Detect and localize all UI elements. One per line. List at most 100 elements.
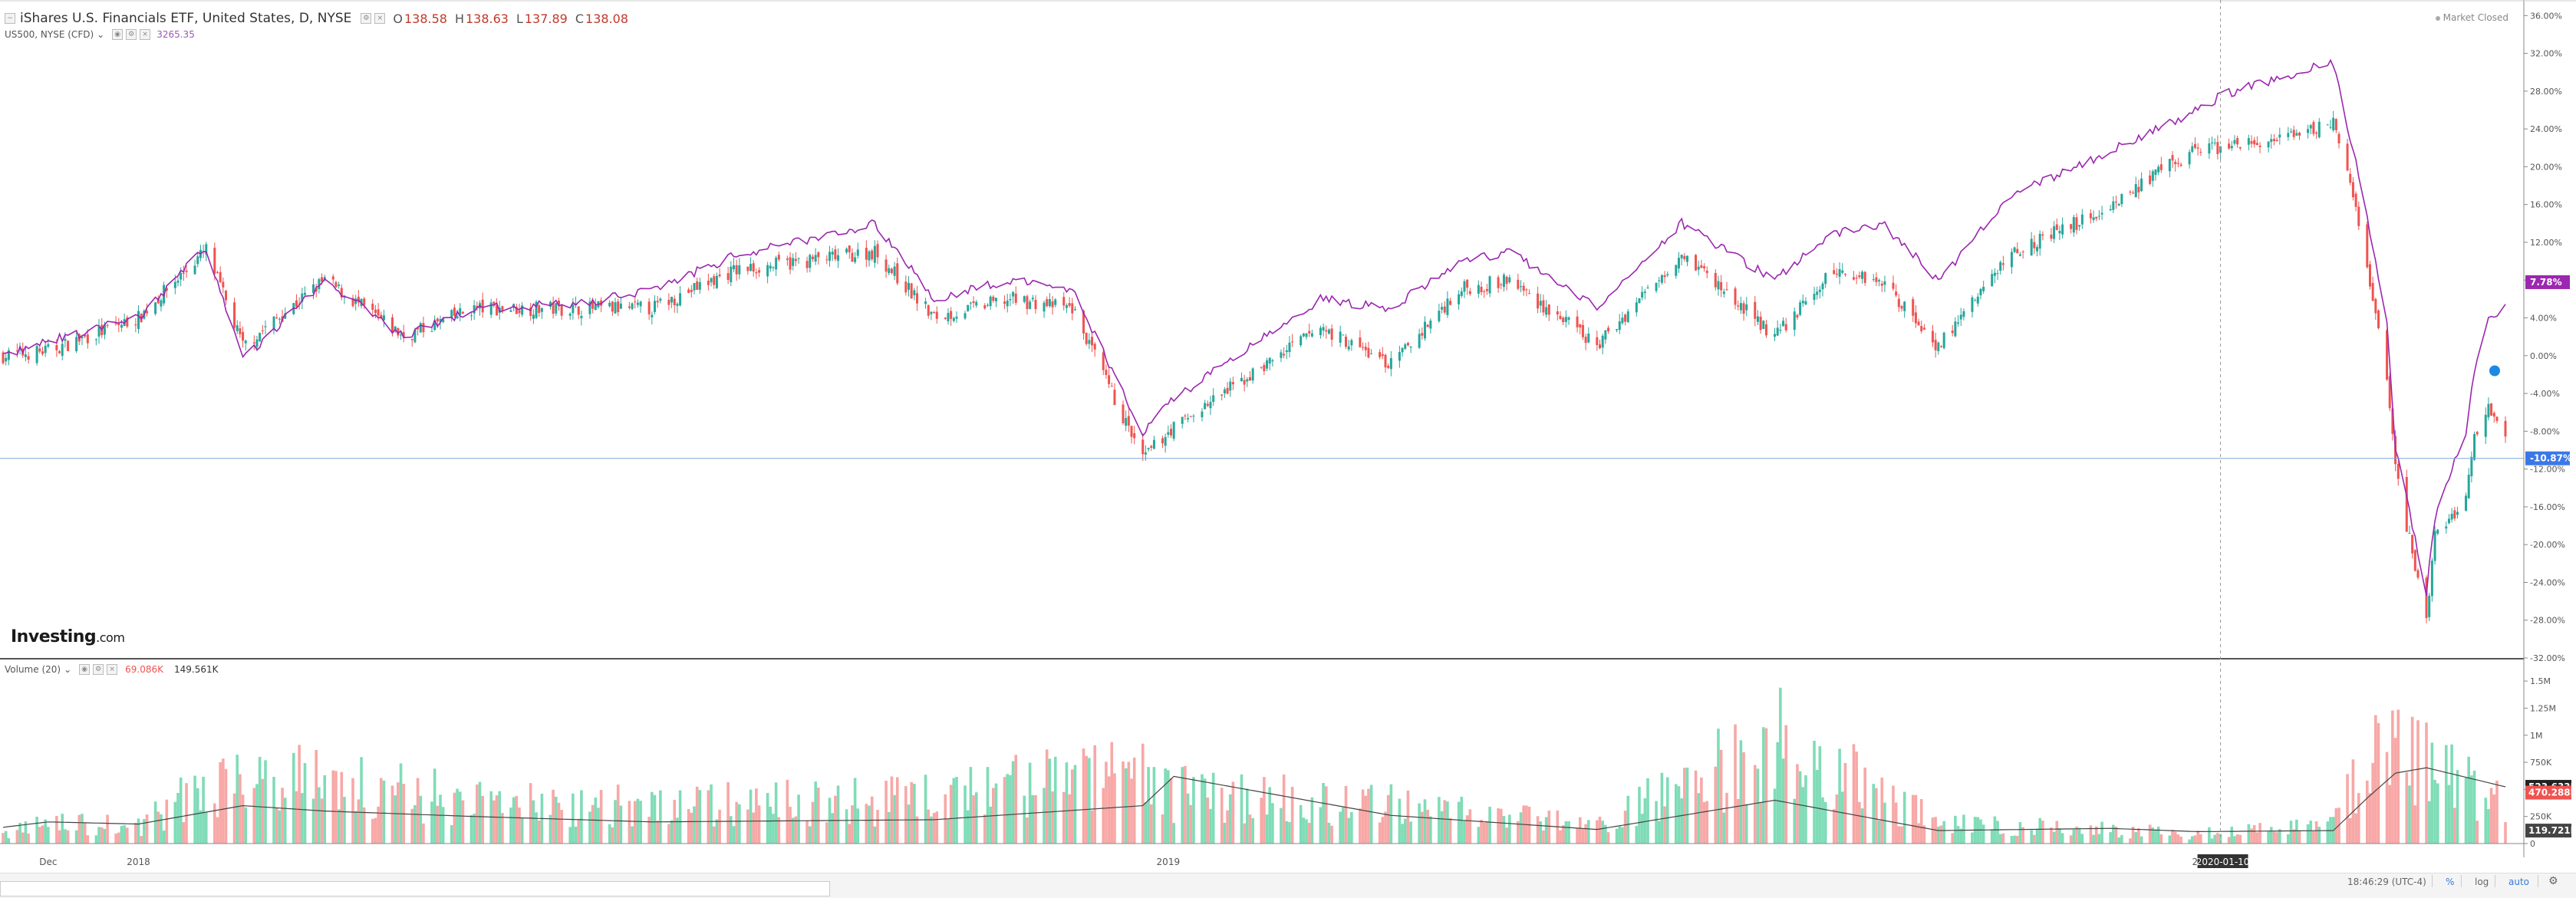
volume-bar <box>2173 831 2177 844</box>
candle-body <box>535 301 538 318</box>
volume-bar <box>4 831 8 844</box>
volume-bar <box>907 804 911 844</box>
settings-icon[interactable]: ⚙ <box>126 29 137 40</box>
chevron-down-icon[interactable]: ⌄ <box>97 29 105 40</box>
volume-bar <box>1542 831 1545 844</box>
volume-bar <box>1722 812 1726 844</box>
symbol-search-input[interactable] <box>0 881 830 896</box>
volume-bar <box>1322 782 1325 844</box>
candle-body <box>2199 152 2202 153</box>
eye-icon[interactable]: ◉ <box>112 29 124 40</box>
candle-body <box>1110 386 1113 387</box>
candle-body <box>515 307 518 314</box>
volume-bar <box>811 801 815 844</box>
candle-body <box>1319 327 1322 336</box>
close-icon[interactable]: × <box>374 13 386 24</box>
close-icon[interactable]: × <box>140 29 151 40</box>
volume-bar <box>275 808 278 844</box>
auto-scale-button[interactable]: auto <box>2508 877 2530 887</box>
candle-body <box>340 288 343 298</box>
volume-bar <box>123 825 126 844</box>
settings-icon[interactable]: ⚙ <box>361 13 372 24</box>
candle-body <box>1683 255 1686 260</box>
candle-body <box>1187 418 1190 419</box>
volume-bar <box>1184 765 1187 844</box>
volume-bar <box>261 778 265 844</box>
log-scale-button[interactable]: log <box>2475 877 2489 887</box>
volume-bar <box>1951 833 1954 844</box>
candle-body <box>117 324 120 326</box>
candle-body <box>1223 389 1226 393</box>
candle-body <box>775 258 778 270</box>
volume-bar <box>1070 769 1074 844</box>
settings-icon[interactable]: ⚙ <box>93 664 104 675</box>
volume-bar <box>478 781 482 844</box>
candle-body <box>1991 274 1994 287</box>
volume-bar <box>1734 724 1737 844</box>
candle-body <box>667 299 670 305</box>
volume-bar <box>1998 834 2002 844</box>
candle-body <box>1903 301 1906 311</box>
volume-bar <box>1502 816 1506 844</box>
volume-bar <box>156 811 160 844</box>
volume-bar <box>2035 829 2039 844</box>
candle-body <box>2456 511 2459 515</box>
candle-body <box>456 316 459 319</box>
volume-bar <box>2450 744 2453 844</box>
volume-bar <box>495 795 499 844</box>
volume-bar <box>2199 834 2202 844</box>
volume-bar <box>732 826 736 844</box>
volume-bar <box>35 817 38 844</box>
volume-label[interactable]: Volume (20) <box>5 664 61 675</box>
volume-bar <box>1621 827 1624 844</box>
candle-body <box>2149 175 2152 184</box>
volume-bar <box>1499 808 1503 844</box>
volume-bar <box>433 768 436 844</box>
volume-bar <box>1821 797 1824 844</box>
volume-bar <box>1014 755 1018 844</box>
chevron-down-icon[interactable]: ⌄ <box>64 664 72 675</box>
eye-icon[interactable]: ◉ <box>79 664 91 675</box>
volume-bar <box>1544 817 1548 844</box>
candle-body <box>854 257 857 262</box>
candle-body <box>55 345 58 350</box>
candle-body <box>2159 164 2163 170</box>
volume-bar <box>1764 728 1768 844</box>
volume-bar <box>2247 824 2251 844</box>
volume-bar <box>1598 816 1602 844</box>
close-icon[interactable]: × <box>107 664 118 675</box>
collapse-legend-icon[interactable]: − <box>5 13 15 24</box>
candle-body <box>518 310 521 314</box>
volume-bar <box>676 817 679 844</box>
candle-body <box>106 324 109 326</box>
volume-bar <box>1660 772 1664 844</box>
candle-body <box>2366 224 2369 268</box>
volume-bar <box>2289 821 2293 844</box>
percent-scale-button[interactable]: % <box>2446 877 2455 887</box>
volume-bar <box>1344 785 1348 844</box>
volume-bar <box>1240 774 1244 844</box>
volume-bar <box>2312 831 2315 844</box>
volume-bar <box>337 809 341 844</box>
candle-body <box>1088 340 1091 344</box>
volume-bar <box>160 814 163 844</box>
compare-symbol[interactable]: US500, NYSE (CFD) <box>5 29 94 40</box>
event-marker-icon[interactable] <box>2489 365 2500 377</box>
volume-bar <box>2472 770 2476 844</box>
candle-body <box>580 315 583 318</box>
candle-body <box>1982 287 1985 291</box>
volume-bar <box>2050 827 2053 844</box>
volume-bar <box>1053 756 1057 844</box>
volume-bar <box>2467 756 2470 844</box>
volume-bar <box>343 797 346 844</box>
candle-body <box>1362 347 1365 348</box>
chart-svg[interactable]: 36.00% 32.00% 28.00% 24.00% 20.00% 16.00% 12.0… <box>0 0 2576 873</box>
candle-body <box>1537 293 1540 309</box>
candle-body <box>588 301 591 314</box>
gear-icon[interactable]: ⚙ <box>2548 875 2558 887</box>
volume-bar <box>974 792 978 844</box>
candle-body <box>1564 317 1567 322</box>
compare-value: 3265.35 <box>156 29 195 40</box>
price-badge-label: 7.78% <box>2530 277 2562 288</box>
